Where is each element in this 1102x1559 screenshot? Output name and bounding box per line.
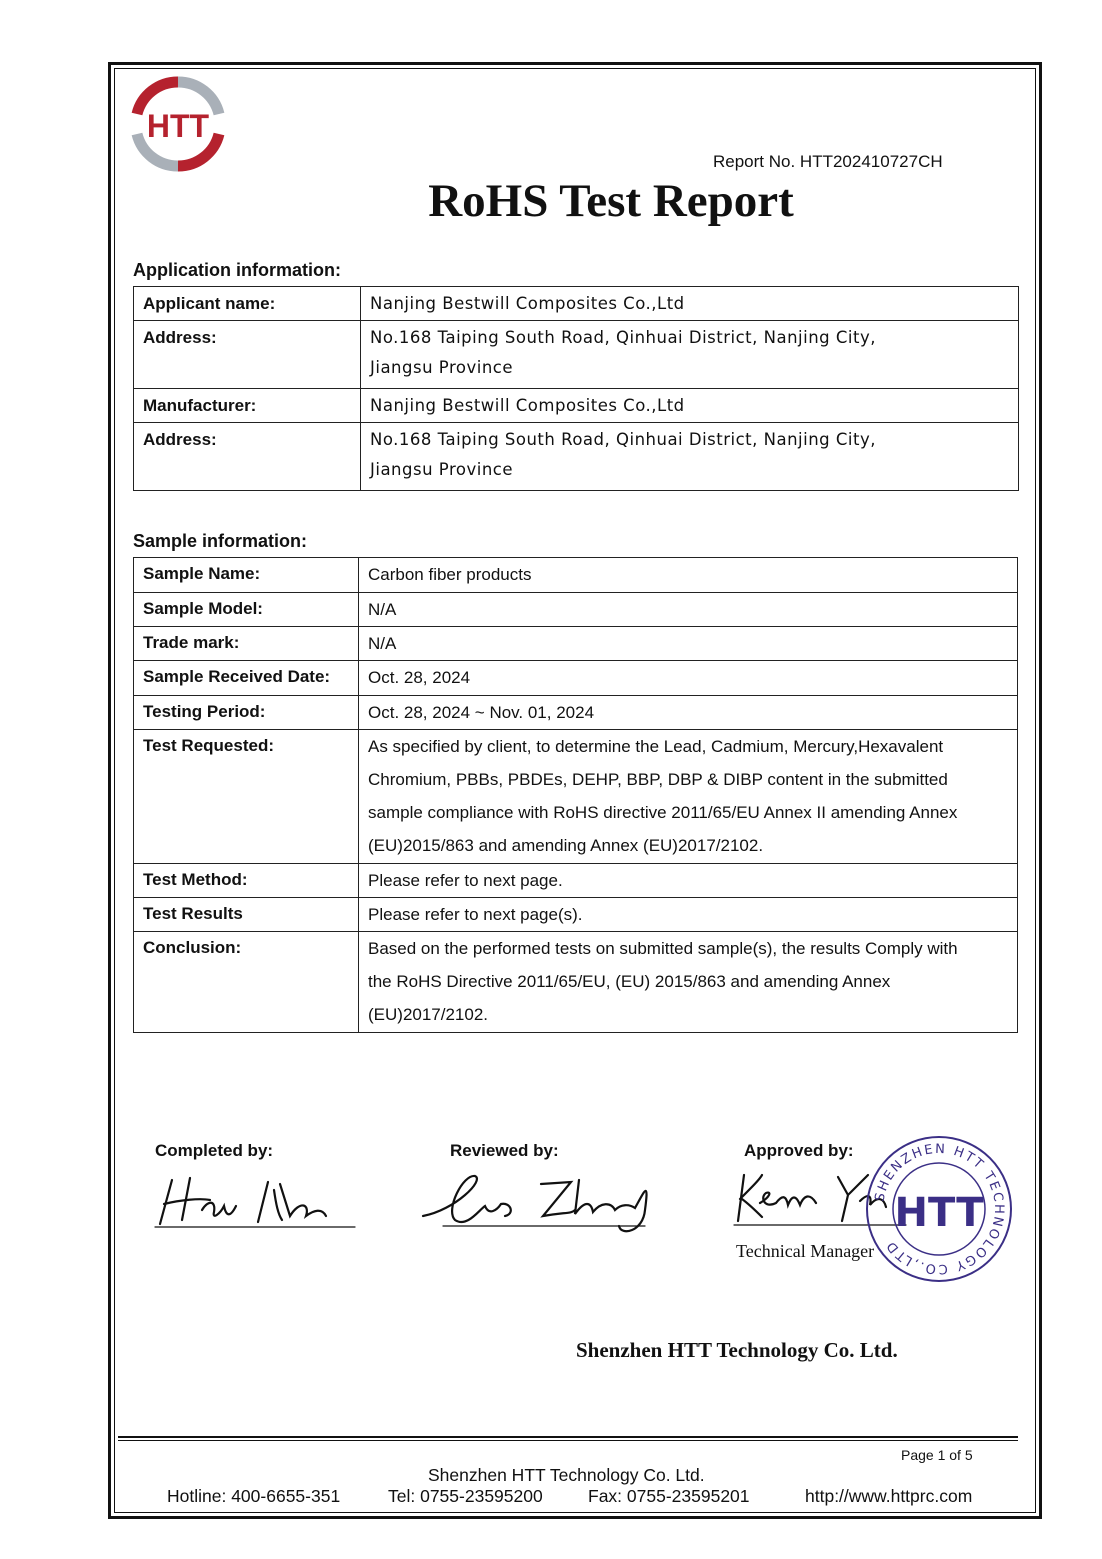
sample-table: Sample Name: Carbon fiber products Sample … [133, 557, 1018, 1033]
table-row: Conclusion: Based on the performed tests … [133, 931, 1018, 1033]
table-row: Test Requested: As specified by client, t… [133, 729, 1018, 864]
table-row: Trade mark: N/A [133, 626, 1018, 661]
value-line: Nanjing Bestwill Composites Co.,Ltd [370, 396, 685, 415]
value-line: N/A [368, 634, 397, 653]
value-line: N/A [368, 600, 397, 619]
field-label: Sample Model: [133, 592, 359, 627]
page-border [108, 62, 1042, 1519]
table-row: Address: No.168 Taiping South Road, Qinhu… [133, 320, 1019, 389]
field-value: As specified by client, to determine the… [358, 729, 1018, 864]
value-line: Please refer to next page(s). [368, 905, 583, 924]
field-label: Address: [133, 320, 361, 389]
value-line: Jiangsu Province [370, 460, 513, 479]
footer-fax: Fax: 0755-23595201 [588, 1486, 750, 1506]
value-line: Carbon fiber products [368, 565, 532, 584]
value-line: Chromium, PBBs, PBDEs, DEHP, BBP, DBP & … [368, 770, 948, 789]
field-value: Please refer to next page. [358, 863, 1018, 898]
field-value: No.168 Taiping South Road, Qinhuai Distr… [360, 422, 1019, 491]
value-line: As specified by client, to determine the… [368, 737, 944, 756]
field-value: Nanjing Bestwill Composites Co.,Ltd [360, 286, 1019, 321]
table-row: Address: No.168 Taiping South Road, Qinhu… [133, 422, 1019, 491]
field-label: Test Method: [133, 863, 359, 898]
field-label: Trade mark: [133, 626, 359, 661]
page-number: Page 1 of 5 [901, 1447, 973, 1463]
footer-divider [118, 1436, 1018, 1441]
value-line: No.168 Taiping South Road, Qinhuai Distr… [370, 328, 876, 347]
field-value: Nanjing Bestwill Composites Co.,Ltd [360, 388, 1019, 423]
field-label: Conclusion: [133, 931, 359, 1033]
approver-title: Technical Manager [736, 1241, 875, 1261]
signature-approved [733, 1173, 907, 1226]
value-line: sample compliance with RoHS directive 20… [368, 803, 958, 822]
value-line: (EU)2015/863 and amending Annex (EU)2017… [368, 836, 764, 855]
page-title: RoHS Test Report [428, 175, 794, 227]
field-label: Manufacturer: [133, 388, 361, 423]
page-inner-border [114, 68, 1036, 1513]
value-line: (EU)2017/2102. [368, 1005, 489, 1024]
table-row: Test Results Please refer to next page(s)… [133, 897, 1018, 932]
value-line: Please refer to next page. [368, 871, 563, 890]
field-value: N/A [358, 592, 1018, 627]
htt-logo: HTT [131, 76, 225, 172]
table-row: Sample Model: N/A [133, 592, 1018, 627]
report-number: Report No. HTT202410727CH [713, 152, 943, 171]
field-label: Sample Name: [133, 557, 359, 593]
company-name: Shenzhen HTT Technology Co. Ltd. [576, 1338, 898, 1362]
completed-by-label: Completed by: [155, 1141, 274, 1160]
field-label: Test Results [133, 897, 359, 932]
svg-text:HTT: HTT [147, 108, 210, 144]
field-value: No.168 Taiping South Road, Qinhuai Distr… [360, 320, 1019, 389]
field-label: Testing Period: [133, 695, 359, 730]
application-table: Applicant name: Nanjing Bestwill Composit… [133, 286, 1019, 491]
field-value: Based on the performed tests on submitte… [358, 931, 1018, 1033]
table-row: Manufacturer: Nanjing Bestwill Composites… [133, 388, 1019, 423]
field-value: N/A [358, 626, 1018, 661]
field-value: Oct. 28, 2024 [358, 660, 1018, 696]
field-label: Address: [133, 422, 361, 491]
svg-text:HTT: HTT [895, 1190, 985, 1236]
field-value: Oct. 28, 2024 ~ Nov. 01, 2024 [358, 695, 1018, 730]
field-label: Sample Received Date: [133, 660, 359, 696]
field-value: Please refer to next page(s). [358, 897, 1018, 932]
value-line: Oct. 28, 2024 [368, 668, 471, 687]
signature-reviewed [421, 1174, 648, 1233]
footer-hotline: Hotline: 400-6655-351 [167, 1486, 341, 1506]
value-line: the RoHS Directive 2011/65/EU, (EU) 2015… [368, 972, 891, 991]
approved-by-label: Approved by: [744, 1141, 854, 1160]
sample-heading: Sample information: [133, 531, 308, 551]
footer-website-link[interactable]: http://www.httprc.com [805, 1486, 973, 1506]
table-row: Applicant name: Nanjing Bestwill Composit… [133, 286, 1019, 321]
table-row: Test Method: Please refer to next page. [133, 863, 1018, 898]
field-label: Applicant name: [133, 286, 361, 321]
reviewed-by-label: Reviewed by: [450, 1141, 559, 1160]
company-seal-stamp: SHENZHEN HTT TECHNOLOGY CO.,LTD HTT [866, 1136, 1012, 1282]
table-row: Sample Received Date: Oct. 28, 2024 [133, 660, 1018, 696]
value-line: Oct. 28, 2024 ~ Nov. 01, 2024 [368, 703, 595, 722]
application-heading: Application information: [133, 260, 341, 280]
field-value: Carbon fiber products [358, 557, 1018, 593]
value-line: Nanjing Bestwill Composites Co.,Ltd [370, 294, 685, 313]
signature-completed [154, 1176, 356, 1228]
value-line: No.168 Taiping South Road, Qinhuai Distr… [370, 430, 876, 449]
field-label: Test Requested: [133, 729, 359, 864]
footer-company: Shenzhen HTT Technology Co. Ltd. [428, 1465, 705, 1485]
value-line: Based on the performed tests on submitte… [368, 939, 958, 958]
table-row: Sample Name: Carbon fiber products [133, 557, 1018, 593]
footer-tel: Tel: 0755-23595200 [388, 1486, 543, 1506]
table-row: Testing Period: Oct. 28, 2024 ~ Nov. 01, … [133, 695, 1018, 730]
value-line: Jiangsu Province [370, 358, 513, 377]
